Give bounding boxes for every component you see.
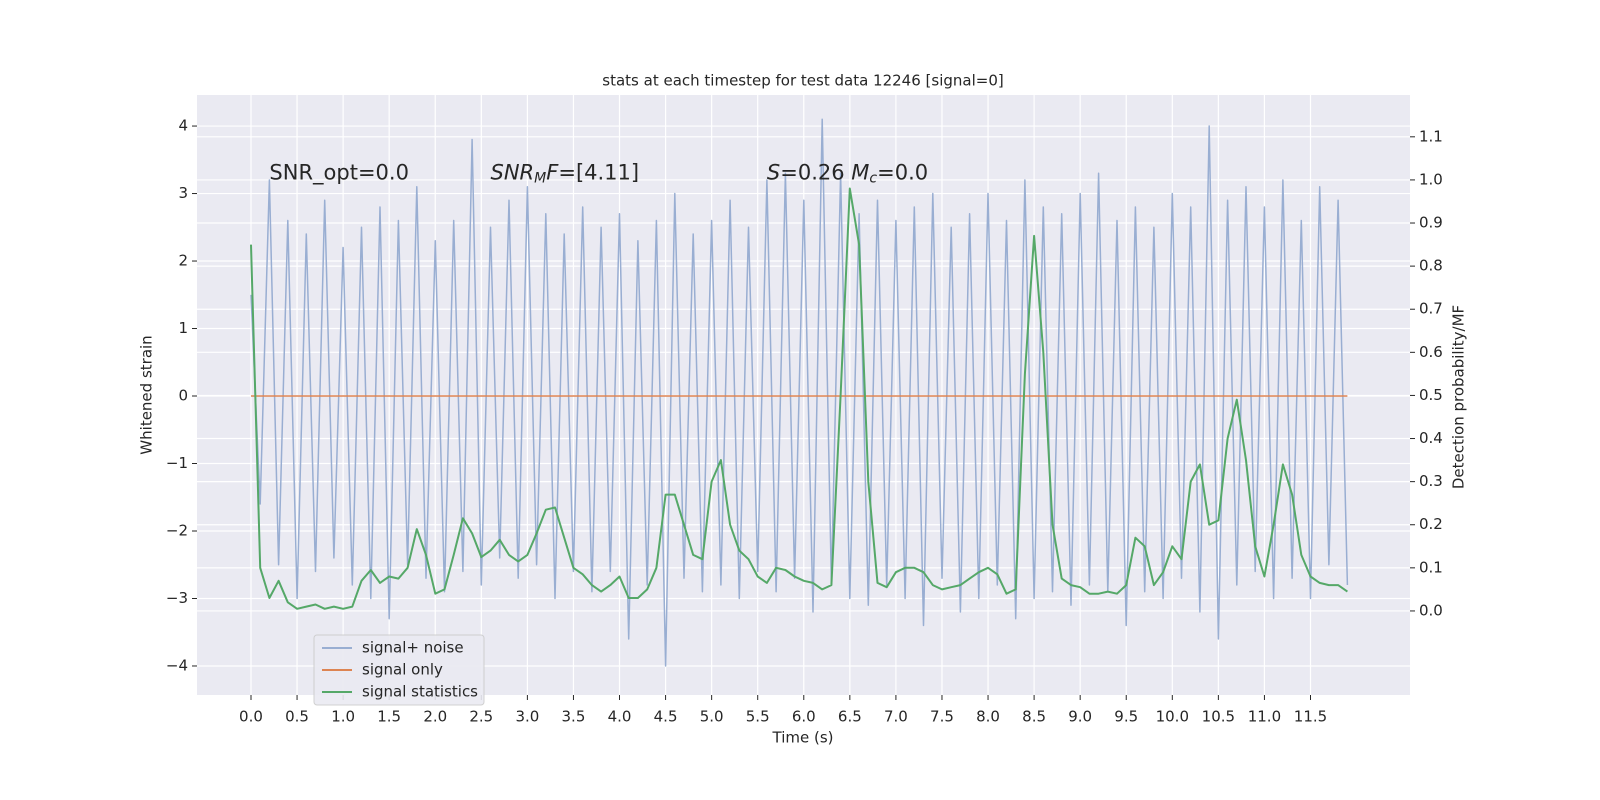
x-tick-label: 9.5 <box>1114 708 1138 726</box>
x-tick-label: 6.0 <box>792 708 816 726</box>
y-tick-label: 1 <box>178 319 188 337</box>
x-tick-label: 3.5 <box>562 708 586 726</box>
y-tick-label: 2 <box>178 252 188 270</box>
annotation-part: =[4.11] <box>558 160 639 184</box>
y2-tick-label: 0.8 <box>1419 257 1443 275</box>
series-line <box>250 187 1348 610</box>
annotation: SNRMF=[4.11] <box>491 160 640 186</box>
y2-tick-label: 0.5 <box>1419 386 1443 404</box>
y-tick-label: 0 <box>178 387 188 405</box>
annotation-part: M <box>534 170 546 186</box>
annotation-part: M <box>851 160 869 184</box>
x-tick-label: 5.0 <box>700 708 724 726</box>
x-tick-label: 6.5 <box>838 708 862 726</box>
x-tick-label: 7.0 <box>884 708 908 726</box>
x-tick-label: 4.5 <box>654 708 678 726</box>
annotation: SNR_opt=0.0 <box>269 160 409 185</box>
legend-label: signal+ noise <box>362 639 464 657</box>
y2-axis-label: Detection probability/MF <box>1450 305 1468 489</box>
x-tick-label: 8.5 <box>1022 708 1046 726</box>
x-tick-label: 1.5 <box>377 708 401 726</box>
y2-tick-label: 0.4 <box>1419 429 1443 447</box>
x-tick-label: 11.0 <box>1248 708 1281 726</box>
y2-tick-label: 0.2 <box>1419 515 1443 533</box>
y2-tick-label: 0.3 <box>1419 472 1443 490</box>
x-tick-label: 2.0 <box>423 708 447 726</box>
y2-tick-label: 0.7 <box>1419 300 1443 318</box>
y2-tick-label: 1.1 <box>1419 127 1443 145</box>
y2-tick-label: 0.1 <box>1419 558 1443 576</box>
annotation-part: SNR <box>491 160 535 184</box>
y-axis-label: Whitened strain <box>138 335 156 454</box>
chart-title: stats at each timestep for test data 122… <box>602 72 1003 90</box>
x-tick-label: 10.5 <box>1202 708 1235 726</box>
x-tick-label: 5.5 <box>746 708 770 726</box>
annotation-part: =0.0 <box>877 160 928 184</box>
y-tick-label: −4 <box>166 656 188 674</box>
y-tick-label: −1 <box>166 454 188 472</box>
annotation-part: c <box>869 170 877 186</box>
y2-tick-label: 0.0 <box>1419 601 1443 619</box>
legend-label: signal only <box>362 661 443 679</box>
y2-tick-label: 1.0 <box>1419 170 1443 188</box>
x-tick-label: 9.0 <box>1068 708 1092 726</box>
y-tick-label: 3 <box>178 184 188 202</box>
y2-tick-label: 0.6 <box>1419 343 1443 361</box>
x-tick-label: 11.5 <box>1294 708 1327 726</box>
annotation-part: S <box>767 160 780 184</box>
y-tick-label: 4 <box>178 117 188 135</box>
y2-tick-label: 0.9 <box>1419 214 1443 232</box>
x-tick-label: 3.0 <box>515 708 539 726</box>
annotation-part: SNR_opt=0.0 <box>269 160 409 185</box>
x-tick-label: 8.0 <box>976 708 1000 726</box>
x-tick-label: 0.5 <box>285 708 309 726</box>
x-axis-label: Time (s) <box>772 729 834 747</box>
x-tick-label: 0.0 <box>239 708 263 726</box>
y-tick-label: −2 <box>166 521 188 539</box>
annotation-part: F <box>546 160 559 184</box>
series-line <box>250 118 1349 667</box>
x-tick-label: 7.5 <box>930 708 954 726</box>
annotation: S=0.26 Mc=0.0 <box>767 160 928 186</box>
x-tick-label: 10.0 <box>1156 708 1189 726</box>
x-tick-label: 2.5 <box>469 708 493 726</box>
x-tick-label: 4.0 <box>608 708 632 726</box>
x-tick-label: 1.0 <box>331 708 355 726</box>
y-tick-label: −3 <box>166 589 188 607</box>
legend-box <box>313 634 485 706</box>
legend-label: signal statistics <box>362 683 478 701</box>
annotation-part: =0.26 <box>780 160 851 184</box>
